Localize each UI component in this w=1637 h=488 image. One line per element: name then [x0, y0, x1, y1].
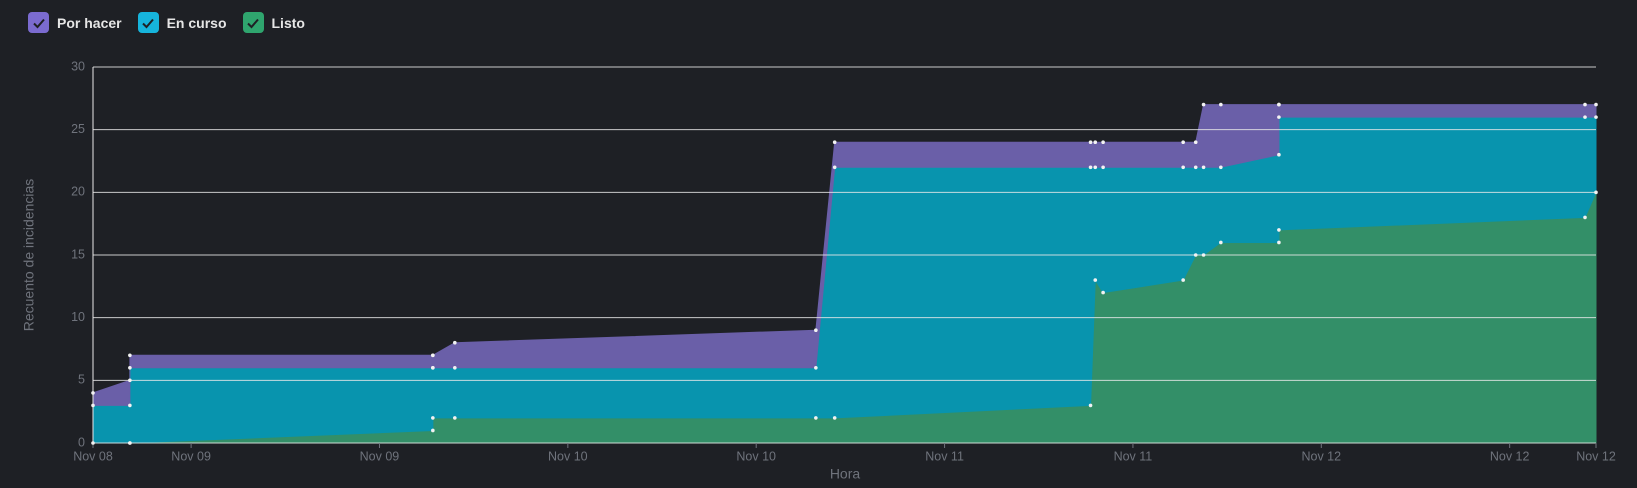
point [1101, 290, 1105, 295]
x-tick-label: Nov 10 [548, 449, 588, 463]
x-tick-label: Nov 11 [1114, 449, 1153, 463]
y-tick-label: 5 [78, 373, 85, 387]
point [1201, 165, 1206, 170]
point [1088, 403, 1093, 408]
y-axis-label: Recuento de incidencias [21, 179, 37, 332]
x-tick-label: Nov 09 [360, 449, 400, 463]
point [1277, 240, 1281, 245]
point [128, 353, 132, 358]
point [1277, 115, 1281, 119]
legend-label: Por hacer [57, 14, 122, 31]
legend-checkbox[interactable] [137, 12, 159, 33]
point [1093, 165, 1098, 170]
area [92, 104, 1597, 406]
point [128, 441, 132, 445]
legend-label: Listo [271, 14, 305, 31]
point [1201, 102, 1206, 107]
x-tick-label: Nov 08 [73, 449, 113, 463]
point [1583, 102, 1587, 107]
point [91, 391, 95, 395]
y-tick-label: 10 [71, 310, 85, 324]
point [1093, 278, 1098, 282]
x-tick-label: Nov 10 [736, 449, 776, 463]
x-tick-label: Nov 09 [171, 449, 211, 463]
point [1583, 215, 1587, 220]
check-icon [247, 18, 259, 28]
areas [92, 104, 1597, 444]
point [1088, 140, 1093, 144]
point [431, 416, 435, 420]
point [814, 366, 818, 370]
legend-checkbox[interactable] [242, 12, 264, 33]
legend-item[interactable]: Por hacer [28, 12, 122, 33]
y-tick-label: 15 [71, 247, 85, 261]
point [1277, 102, 1281, 107]
point [431, 353, 435, 358]
point [1594, 102, 1598, 107]
point [128, 403, 132, 408]
point [1277, 152, 1281, 157]
legend-item[interactable]: Listo [242, 12, 305, 33]
point [91, 441, 95, 445]
point [1193, 140, 1198, 144]
grid [92, 66, 1597, 448]
points [91, 102, 1598, 445]
point [1193, 165, 1198, 170]
point [128, 378, 132, 383]
y-tick-label: 20 [71, 185, 85, 199]
x-tick-label: Nov 12 [1576, 449, 1616, 463]
point [814, 328, 818, 333]
point [1583, 115, 1587, 119]
point [1093, 140, 1098, 144]
point [1101, 165, 1105, 170]
point [1594, 190, 1598, 195]
point [453, 340, 457, 345]
point [1193, 253, 1198, 257]
point [814, 416, 818, 420]
point [1219, 102, 1223, 107]
point [128, 366, 132, 370]
y-tick-label: 0 [78, 435, 85, 449]
check-icon [32, 18, 45, 28]
legend-label: En curso [166, 14, 227, 31]
check-icon [142, 18, 154, 28]
point [453, 416, 457, 420]
point [1088, 165, 1093, 170]
legend-checkbox[interactable] [28, 12, 49, 33]
point [1181, 278, 1185, 282]
point [832, 140, 837, 144]
point [1181, 140, 1185, 144]
point [832, 165, 837, 170]
point [453, 366, 457, 370]
point [832, 416, 837, 420]
point [1219, 240, 1223, 245]
point [1181, 165, 1185, 170]
x-tick-label: Nov 12 [1301, 449, 1341, 463]
legend: Por hacer En curso Listo [28, 12, 305, 33]
point [431, 366, 435, 370]
y-tick-label: 30 [71, 59, 85, 73]
point [431, 428, 435, 433]
x-axis-label: Hora [830, 466, 861, 482]
x-tick-label: Nov 11 [925, 449, 964, 463]
point [1594, 115, 1598, 119]
y-tick-label: 25 [71, 122, 85, 136]
point [1201, 253, 1206, 257]
point [1101, 140, 1105, 144]
point [91, 403, 95, 408]
legend-item[interactable]: En curso [137, 12, 227, 33]
x-tick-label: Nov 12 [1490, 449, 1530, 463]
point [1219, 165, 1223, 170]
point [1277, 228, 1281, 232]
